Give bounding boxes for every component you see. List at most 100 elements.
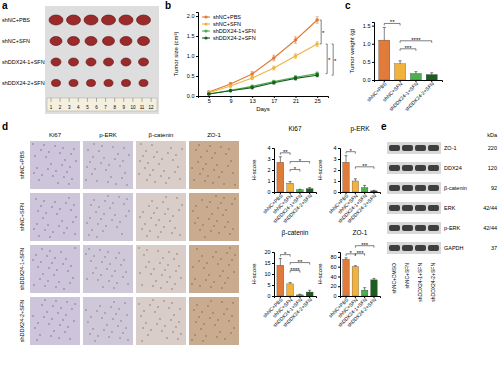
y-axis: 0.00.51.01.5 [363, 23, 375, 84]
y-axis: 020406080 [330, 253, 340, 300]
ihc-cell [195, 205, 197, 207]
ihc-cell [166, 337, 168, 339]
ihc-cell [231, 203, 233, 205]
ihc-cell [226, 252, 228, 254]
ihc-image [189, 193, 239, 241]
tick-label: 13 [250, 98, 256, 104]
significance-label: * [350, 250, 353, 256]
ihc-cell [73, 148, 75, 150]
ihc-cell [34, 155, 36, 157]
ihc-cell [55, 300, 57, 302]
ihc-cell [89, 161, 91, 163]
tick-label: 25 [315, 98, 321, 104]
ihc-cell [174, 171, 176, 173]
blot-band [428, 245, 439, 251]
ihc-cell [99, 249, 101, 251]
ihc-cell [115, 313, 117, 315]
ihc-cell [57, 312, 59, 314]
ruler-label: 2 [59, 105, 62, 110]
ruler-tick [132, 98, 133, 102]
column-label: Ki67 [49, 132, 62, 138]
ihc-cell [96, 236, 98, 238]
ihc-cell [58, 337, 60, 339]
ihc-cell [161, 330, 163, 332]
ihc-cell [112, 146, 114, 148]
ihc-field [136, 245, 186, 293]
ihc-cell [173, 258, 175, 260]
tick: 0.0 [187, 93, 198, 99]
legend-label: shNC+PBS [213, 14, 241, 20]
ihc-cell [234, 254, 236, 256]
significance-label: ** [298, 259, 303, 265]
ihc-cell [179, 308, 181, 310]
ihc-field [136, 141, 186, 189]
ihc-cell [213, 225, 215, 227]
column-label: p-ERK [99, 132, 117, 138]
significance-label: ** [283, 149, 288, 155]
ihc-cell [149, 304, 151, 306]
tumor-photo [87, 80, 96, 87]
blot-band [415, 165, 426, 171]
ihc-cell [208, 274, 210, 276]
series-line [209, 75, 317, 94]
ihc-cell [167, 208, 169, 210]
ihc-cell [52, 305, 54, 307]
ihc-cell [59, 324, 61, 326]
ihc-cell [67, 270, 69, 272]
blot-band [402, 145, 413, 151]
data-point [315, 73, 319, 77]
ihc-cell [97, 279, 99, 281]
error-bar [294, 54, 297, 59]
ihc-cell [199, 173, 201, 175]
tick: 1.5 [187, 33, 198, 39]
ihc-cell [46, 311, 48, 313]
ihc-cell [45, 156, 47, 158]
ihc-cell [176, 253, 178, 255]
ihc-cell [158, 163, 160, 165]
ihc-cell [125, 271, 127, 273]
data-point [250, 76, 254, 80]
error-bar [372, 278, 375, 279]
ihc-cell [142, 327, 144, 329]
ihc-cell [220, 258, 222, 260]
ihc-cell [115, 257, 117, 259]
ihc-cell [47, 224, 49, 226]
ihc-field [83, 297, 133, 345]
ihc-cell [200, 156, 202, 158]
ihc-cell [98, 206, 100, 208]
ihc-cell [92, 156, 94, 158]
tumor-photo [69, 80, 78, 87]
ihc-cell [93, 255, 95, 257]
ihc-image [136, 141, 186, 189]
protein-label: ERK [444, 205, 456, 211]
ruler-tick [78, 98, 79, 102]
ihc-cell [209, 201, 211, 203]
ihc-cell [75, 216, 77, 218]
ihc-cell [119, 165, 121, 167]
axis-line [272, 149, 275, 193]
ihc-cell [232, 302, 234, 304]
ihc-cell [113, 301, 115, 303]
tumor-photo [139, 58, 149, 66]
ihc-cell [114, 158, 116, 160]
ihc-cell [171, 302, 173, 304]
ihc-cell [58, 225, 60, 227]
y-axis-title: H-score [251, 159, 257, 181]
ihc-cell [164, 325, 166, 327]
ihc-cell [210, 286, 212, 288]
ihc-field [189, 245, 239, 293]
ihc-image [30, 297, 80, 345]
ihc-cell [47, 168, 49, 170]
legend-label: shDDX24-2+SFN [213, 35, 256, 41]
data-point [229, 89, 233, 93]
bar [277, 265, 284, 296]
ihc-cell [209, 317, 211, 319]
bar [371, 191, 378, 192]
blot-strip [387, 182, 441, 194]
ihc-cell [126, 184, 128, 186]
ihc-cell [230, 332, 232, 334]
ihc-field [136, 297, 186, 345]
ihc-cell [195, 149, 197, 151]
ihc-cell [73, 320, 75, 322]
tick-mark [272, 285, 274, 286]
